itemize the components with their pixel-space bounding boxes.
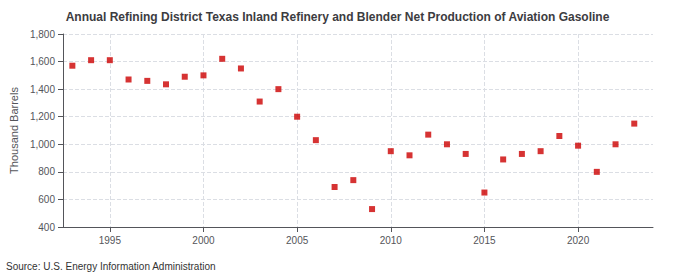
svg-text:400: 400 — [38, 222, 55, 233]
svg-text:2015: 2015 — [473, 235, 496, 246]
svg-text:2000: 2000 — [192, 235, 215, 246]
svg-text:1,400: 1,400 — [30, 84, 55, 95]
svg-text:1,800: 1,800 — [30, 29, 55, 40]
svg-text:1995: 1995 — [99, 235, 122, 246]
svg-text:800: 800 — [38, 166, 55, 177]
svg-text:1,200: 1,200 — [30, 111, 55, 122]
svg-text:1,000: 1,000 — [30, 139, 55, 150]
svg-text:Annual Refining District Texas: Annual Refining District Texas Inland Re… — [66, 10, 610, 24]
svg-text:2020: 2020 — [567, 235, 590, 246]
svg-text:2010: 2010 — [380, 235, 403, 246]
svg-text:600: 600 — [38, 194, 55, 205]
svg-text:Source: U.S. Energy Informatio: Source: U.S. Energy Information Administ… — [6, 261, 216, 272]
svg-text:Thousand Barrels: Thousand Barrels — [8, 87, 20, 174]
svg-text:1,600: 1,600 — [30, 56, 55, 67]
svg-text:2005: 2005 — [286, 235, 309, 246]
